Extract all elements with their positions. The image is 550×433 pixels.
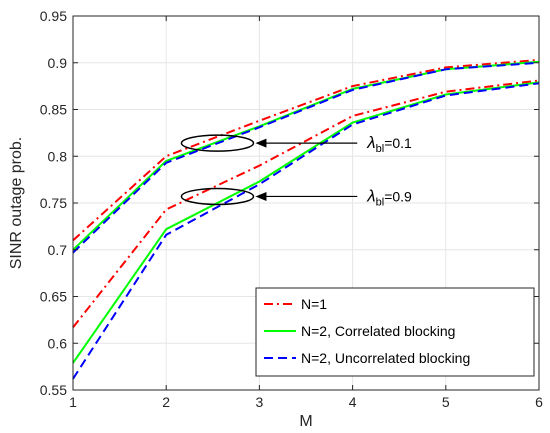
annotation-arrow-head	[255, 191, 267, 201]
x-tick-label: 4	[349, 394, 357, 410]
series-line	[72, 81, 540, 364]
y-tick-label: 0.9	[48, 55, 68, 71]
x-tick-label: 1	[69, 394, 77, 410]
y-tick-label: 0.95	[40, 8, 67, 24]
legend: N=1 N=2, Correlated blocking N=2, Uncorrel…	[255, 287, 535, 377]
y-tick-label: 0.85	[40, 102, 67, 118]
x-tick-label: 3	[256, 394, 264, 410]
annotation-ellipse	[180, 134, 255, 152]
series-lines	[72, 58, 540, 380]
y-tick-label: 0.55	[40, 382, 67, 398]
y-tick-label: 0.6	[48, 335, 68, 351]
y-tick-label: 0.7	[48, 242, 68, 258]
legend-label: N=2, Correlated blocking	[301, 323, 455, 339]
annotation-ellipse	[180, 187, 255, 206]
axis-ticks: 1 2 3 4 5 6 0.55 0.6 0.65 0.7 0.75 0.8 0.85 0.9 0.95	[40, 8, 543, 410]
annotations: λbl=0.1 λbl=0.9	[180, 133, 412, 208]
annotation-arrow-head	[255, 138, 267, 148]
x-axis-label: M	[299, 413, 312, 430]
series-line	[72, 61, 540, 254]
y-axis-label: SINR outage prob.	[8, 137, 25, 270]
x-tick-label: 5	[442, 394, 450, 410]
legend-box	[255, 287, 535, 377]
y-tick-label: 0.75	[40, 195, 67, 211]
annotation-label: λbl=0.1	[366, 133, 412, 155]
annotation-label: λbl=0.9	[366, 186, 412, 208]
series-line	[72, 79, 540, 329]
x-tick-label: 2	[162, 394, 170, 410]
legend-label: N=1	[301, 296, 327, 312]
legend-label: N=2, Uncorrelated blocking	[301, 350, 470, 366]
x-tick-label: 6	[535, 394, 543, 410]
series-line	[72, 82, 540, 380]
y-tick-label: 0.8	[48, 148, 68, 164]
y-tick-label: 0.65	[40, 289, 67, 305]
